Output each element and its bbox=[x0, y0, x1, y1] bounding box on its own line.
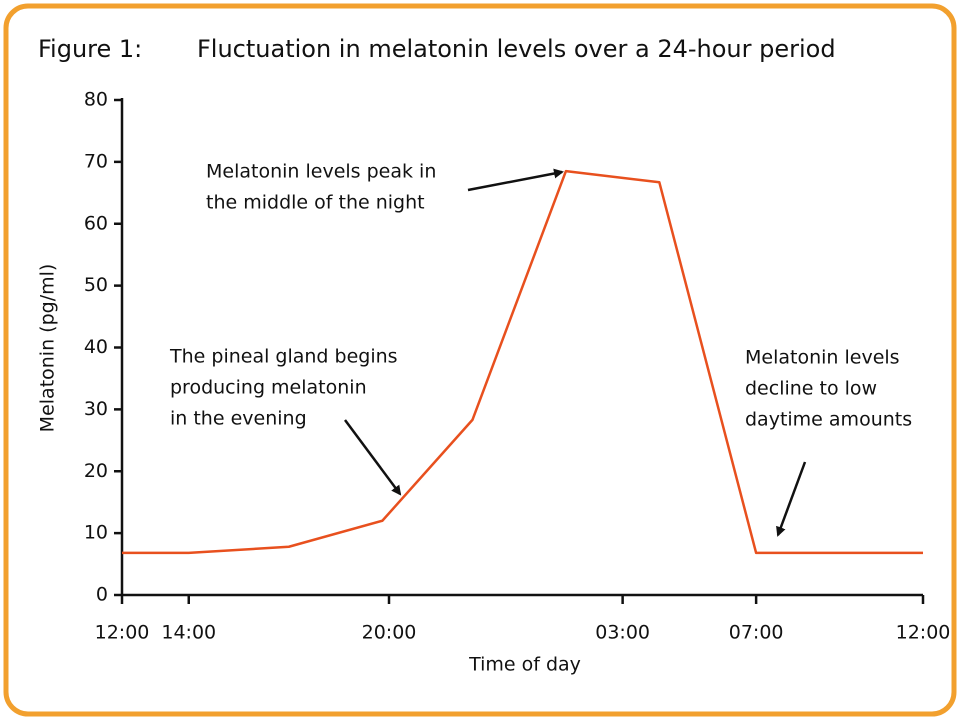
x-tick-label: 12:00 bbox=[95, 622, 150, 644]
y-axis-label: Melatonin (pg/ml) bbox=[37, 264, 59, 433]
y-tick-label: 40 bbox=[84, 336, 108, 358]
y-tick-label: 70 bbox=[84, 150, 108, 172]
y-tick-label: 10 bbox=[84, 522, 108, 544]
annotation: the middle of the night bbox=[206, 192, 425, 214]
annotation: Melatonin levels bbox=[745, 347, 900, 369]
annotation: The pineal gland begins bbox=[169, 346, 398, 368]
annotation: daytime amounts bbox=[745, 409, 912, 431]
arrow bbox=[776, 461, 807, 537]
frame bbox=[3, 3, 957, 717]
x-tick-label: 07:00 bbox=[729, 622, 784, 644]
x-tick-label: 03:00 bbox=[595, 622, 650, 644]
figure-label: Figure 1: bbox=[38, 35, 142, 63]
arrow bbox=[467, 168, 564, 192]
x-tick-label: 12:00 bbox=[896, 622, 951, 644]
y-tick-label: 30 bbox=[84, 398, 108, 420]
y-tick-label: 80 bbox=[84, 89, 108, 111]
chart-title: Fluctuation in melatonin levels over a 2… bbox=[197, 35, 836, 63]
x-tick-label: 14:00 bbox=[161, 622, 216, 644]
annotation: in the evening bbox=[170, 408, 307, 430]
y-tick-label: 0 bbox=[96, 584, 108, 606]
x-axis-label: Time of day bbox=[468, 654, 581, 676]
x-tick-label: 20:00 bbox=[362, 622, 417, 644]
y-tick-label: 60 bbox=[84, 212, 108, 234]
annotation: producing melatonin bbox=[170, 377, 367, 399]
arrow bbox=[343, 419, 402, 496]
annotation: decline to low bbox=[745, 378, 877, 400]
y-tick-label: 50 bbox=[84, 274, 108, 296]
annotation: Melatonin levels peak in bbox=[206, 161, 436, 183]
data-line bbox=[122, 169, 923, 555]
y-tick-label: 20 bbox=[84, 460, 108, 482]
